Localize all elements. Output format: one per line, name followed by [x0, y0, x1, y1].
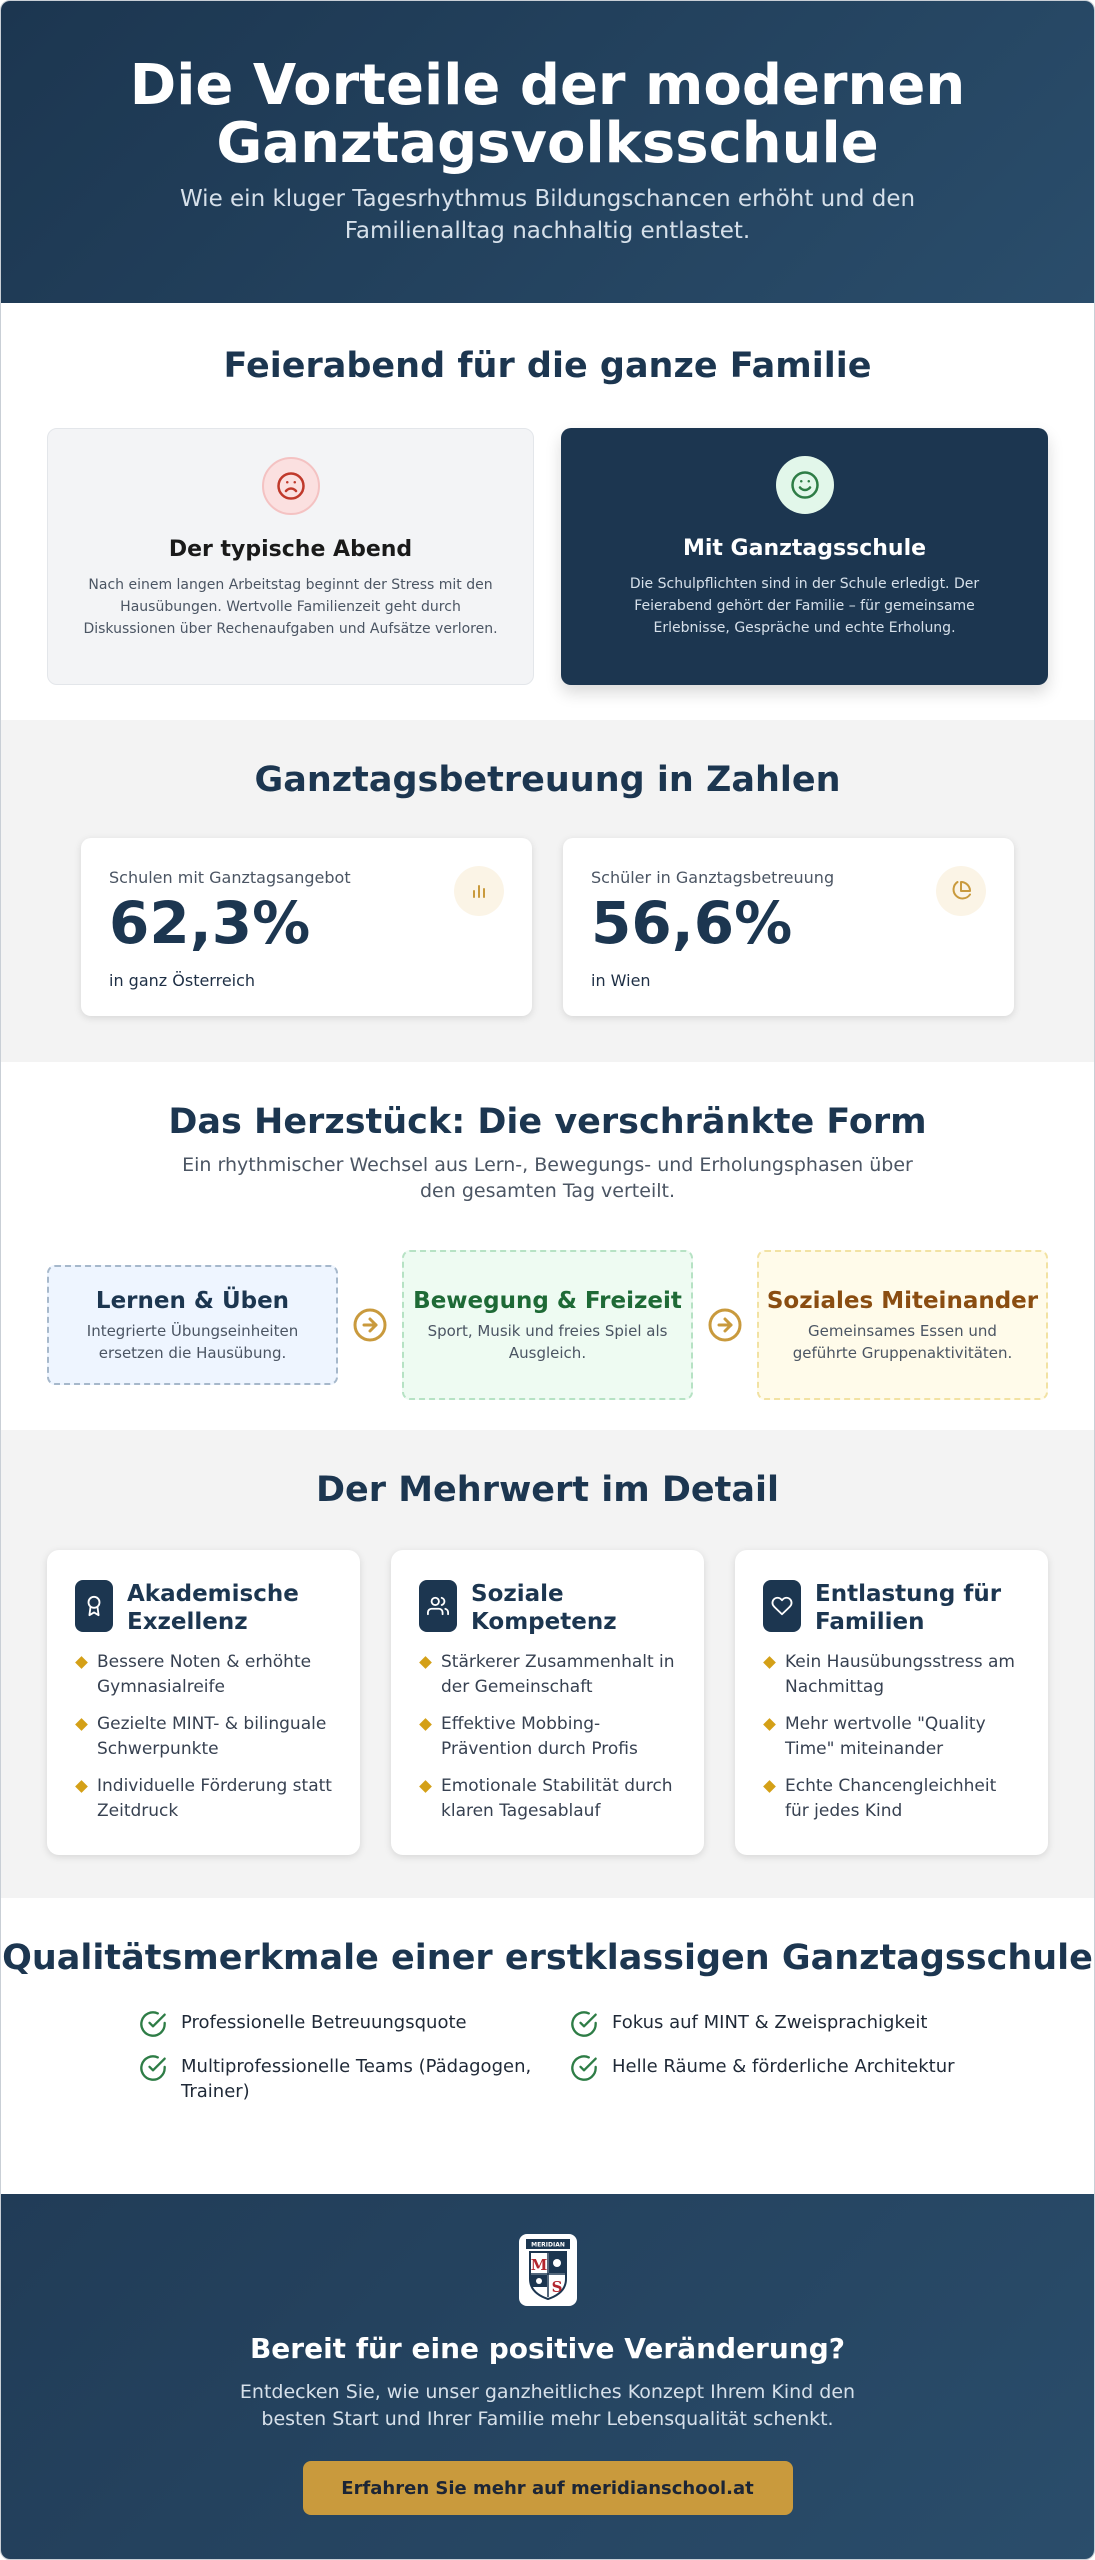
stat-value: 56,6%: [591, 889, 793, 957]
list-item: Echte Chancengleichheit für jedes Kind: [763, 1774, 1020, 1824]
check-circle-icon: [571, 2011, 597, 2037]
quality-title: Qualitätsmerkmale einer erstklassigen Ga…: [2, 1938, 1093, 1978]
core-concept-section: Das Herzstück: Die verschränkte Form Ein…: [1, 1062, 1094, 1430]
hero-header: Die Vorteile der modernen Ganztagsvolkss…: [1, 1, 1094, 303]
list-item: Effektive Mobbing-Prävention durch Profi…: [419, 1712, 676, 1762]
stat-value: 62,3%: [109, 889, 311, 957]
all-day-school-title: Mit Ganztagsschule: [682, 536, 927, 561]
list-item: Kein Hausübungsstress am Nachmittag: [763, 1650, 1020, 1700]
cta-title: Bereit für eine positive Veränderung?: [249, 2332, 846, 2365]
flow-step-learning: Lernen & Üben Integrierte Übungseinheite…: [47, 1265, 338, 1385]
benefit-card-family: Entlastung für Familien Kein Hausübungss…: [735, 1550, 1048, 1855]
list-item: Mehr wertvolle "Quality Time" miteinande…: [763, 1712, 1020, 1762]
happy-face-icon: [775, 456, 834, 514]
flow-step-text: Sport, Musik und freies Spiel als Ausgle…: [427, 1321, 668, 1362]
benefits-detail-title: Der Mehrwert im Detail: [315, 1470, 779, 1510]
stat-sub: in Wien: [591, 971, 651, 990]
svg-text:M: M: [530, 2256, 547, 2274]
pie-chart-icon: [936, 866, 986, 916]
benefit-card-social: Soziale Kompetenz Stärkerer Zusammenhalt…: [391, 1550, 704, 1855]
svg-text:MERIDIAN: MERIDIAN: [531, 2242, 565, 2249]
page-subtitle: Wie ein kluger Tagesrhythmus Bildungscha…: [179, 186, 916, 244]
stat-label: Schüler in Ganztagsbetreuung: [591, 868, 835, 887]
stats-section: Ganztagsbetreuung in Zahlen Schulen mit …: [1, 720, 1094, 1062]
flow-step-social: Soziales Miteinander Gemeinsames Essen u…: [757, 1250, 1048, 1400]
arrow-right-icon: [352, 1307, 388, 1343]
flow-step-text: Integrierte Übungseinheiten ersetzen die…: [86, 1321, 299, 1362]
quality-item: Professionelle Betreuungsquote: [139, 2010, 570, 2038]
check-circle-icon: [140, 2055, 166, 2081]
page-title: Die Vorteile der modernen Ganztagsvolkss…: [129, 53, 966, 176]
cta-text: Entdecken Sie, wie unser ganzheitliches …: [239, 2381, 856, 2430]
flow-step-text: Gemeinsames Essen und geführte Gruppenak…: [792, 1321, 1013, 1362]
bar-chart-icon: [454, 866, 504, 916]
stat-label: Schulen mit Ganztagsangebot: [109, 868, 351, 887]
stat-sub: in ganz Österreich: [109, 971, 256, 990]
learn-more-button[interactable]: Erfahren Sie mehr auf meridianschool.at: [302, 2461, 793, 2515]
all-day-school-card: Mit Ganztagsschule Die Schulpflichten si…: [561, 428, 1048, 685]
quality-section: Qualitätsmerkmale einer erstklassigen Ga…: [1, 1898, 1094, 2194]
benefit-card-academic: Akademische Exzellenz Bessere Noten & er…: [47, 1550, 360, 1855]
quality-item: Helle Räume & förderliche Architektur: [570, 2054, 970, 2104]
svg-text:S: S: [551, 2278, 562, 2296]
typical-evening-card: Der typische Abend Nach einem langen Arb…: [47, 428, 534, 685]
sad-face-icon: [261, 457, 320, 515]
core-concept-title: Das Herzstück: Die verschränkte Form: [168, 1102, 927, 1142]
users-icon: [419, 1580, 457, 1632]
flow-step-title: Bewegung & Freizeit: [413, 1287, 682, 1314]
check-circle-icon: [571, 2055, 597, 2081]
check-circle-icon: [140, 2011, 166, 2037]
flow-step-title: Soziales Miteinander: [766, 1287, 1039, 1314]
benefit-card-title: Akademische Exzellenz: [127, 1581, 299, 1635]
rhythm-flow: Lernen & Üben Integrierte Übungseinheite…: [1, 1250, 1094, 1400]
heart-icon: [763, 1580, 801, 1632]
school-logo: MERIDIAN M S: [518, 2234, 577, 2306]
list-item: Emotionale Stabilität durch klaren Tages…: [419, 1774, 676, 1824]
benefits-detail-section: Der Mehrwert im Detail Akademische Exzel…: [1, 1430, 1094, 1898]
typical-evening-title: Der typische Abend: [168, 537, 413, 562]
quality-item: Multiprofessionelle Teams (Pädagogen, Tr…: [139, 2054, 570, 2104]
cta-section: MERIDIAN M S Bereit für eine positive Ve…: [1, 2194, 1094, 2559]
arrow-right-icon: [707, 1307, 743, 1343]
benefit-card-title: Soziale Kompetenz: [471, 1581, 617, 1635]
award-icon: [75, 1580, 113, 1632]
flow-step-title: Lernen & Üben: [95, 1287, 290, 1314]
list-item: Bessere Noten & erhöhte Gymnasialreife: [75, 1650, 332, 1700]
flow-step-movement: Bewegung & Freizeit Sport, Musik und fre…: [402, 1250, 693, 1400]
benefit-card-title: Entlastung für Familien: [815, 1581, 1002, 1635]
stats-title: Ganztagsbetreuung in Zahlen: [254, 760, 841, 800]
family-title: Feierabend für die ganze Familie: [223, 346, 872, 386]
list-item: Stärkerer Zusammenhalt in der Gemeinscha…: [419, 1650, 676, 1700]
list-item: Individuelle Förderung statt Zeitdruck: [75, 1774, 332, 1824]
typical-evening-text: Nach einem langen Arbeitstag beginnt der…: [83, 577, 498, 637]
quality-item: Fokus auf MINT & Zweisprachigkeit: [570, 2010, 970, 2038]
all-day-school-text: Die Schulpflichten sind in der Schule er…: [629, 576, 980, 636]
stat-card-students: Schüler in Ganztagsbetreuung 56,6% in Wi…: [563, 838, 1014, 1016]
list-item: Gezielte MINT- & bilinguale Schwerpunkte: [75, 1712, 332, 1762]
core-concept-lead: Ein rhythmischer Wechsel aus Lern-, Bewe…: [182, 1154, 913, 1202]
family-section: Feierabend für die ganze Familie Der typ…: [1, 303, 1094, 720]
stat-card-schools: Schulen mit Ganztagsangebot 62,3% in gan…: [81, 838, 532, 1016]
